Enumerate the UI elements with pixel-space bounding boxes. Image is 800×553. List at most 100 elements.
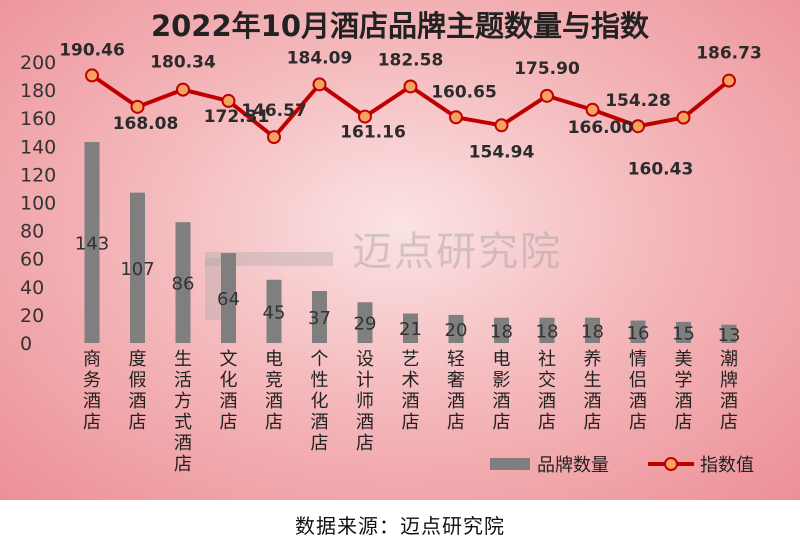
index-value-label: 161.16 (340, 123, 406, 143)
watermark-text: 迈点研究院 (352, 229, 562, 275)
bar (539, 317, 555, 343)
bars: 143 107 86 64 45 37 29 21 20 18 18 18 16 15 13 (75, 142, 741, 346)
category-label: 生活方式酒店 (174, 349, 192, 475)
bar (630, 320, 646, 343)
bar (312, 291, 327, 343)
category-label: 商务酒店 (83, 349, 101, 433)
source-note: 数据来源：迈点研究院 (295, 514, 505, 538)
category-label: 文化酒店 (220, 349, 238, 433)
index-point (403, 79, 418, 94)
category-label: 度假酒店 (129, 349, 147, 433)
bar-value-label: 37 (308, 308, 331, 329)
bar (676, 321, 691, 343)
legend: 品牌数量 指数值 (490, 455, 754, 476)
index-point (221, 93, 236, 108)
bar (175, 222, 191, 343)
bar-value-label: 15 (672, 323, 695, 344)
index-value-label: 160.43 (628, 160, 694, 180)
index-point (494, 118, 509, 133)
bar-value-label: 86 (172, 274, 195, 295)
bar-value-label: 64 (217, 289, 240, 310)
y-tick-label: 180 (20, 80, 56, 102)
bar-value-label: 29 (354, 314, 377, 335)
bar-value-label: 45 (263, 302, 286, 323)
category-label: 个性化酒店 (311, 349, 329, 454)
index-value-label: 180.34 (150, 53, 216, 73)
index-value-label: 166.00 (568, 118, 634, 138)
category-label: 电竞酒店 (265, 349, 283, 433)
legend-line-label: 指数值 (700, 455, 754, 476)
bar-value-label: 21 (399, 319, 422, 340)
index-point (676, 110, 691, 125)
bar (448, 314, 464, 343)
bar-value-label: 18 (581, 321, 604, 342)
watermark: 迈点研究院 (205, 229, 562, 320)
bar (721, 324, 737, 343)
chart: 2022年10月酒店品牌主题数量与指数 迈点研究院 0 20 40 60 80 100 12… (20, 9, 762, 476)
category-label: 社交酒店 (538, 349, 556, 433)
index-value-label: 160.65 (431, 82, 497, 102)
index-point (176, 82, 190, 97)
bar-value-label: 18 (490, 321, 513, 342)
index-point (358, 109, 372, 124)
chart-title: 2022年10月酒店品牌主题数量与指数 (151, 9, 650, 43)
bar (221, 253, 236, 343)
y-tick-label: 60 (20, 249, 44, 271)
bar (130, 192, 145, 343)
index-value-label: 186.73 (696, 44, 762, 64)
index-point (722, 73, 736, 88)
index-point (312, 77, 327, 92)
chart-panel: 2022年10月酒店品牌主题数量与指数 迈点研究院 0 20 40 60 80 100 12… (0, 0, 800, 500)
index-point (449, 110, 463, 125)
index-point (85, 68, 99, 83)
category-labels: 商务酒店 度假酒店 生活方式酒店 文化酒店 电竞酒店 个性化酒店 设计师酒店 艺术酒店 轻奢酒店… (83, 349, 738, 475)
y-tick-label: 0 (20, 333, 32, 355)
index-value-label: 146.57 (241, 101, 307, 121)
index-value-label: 172.31 (204, 107, 270, 127)
category-label: 轻奢酒店 (447, 349, 465, 433)
bar (585, 317, 600, 343)
y-tick-label: 20 (20, 305, 44, 327)
bar-value-label: 13 (718, 325, 741, 346)
index-point (585, 102, 600, 117)
bar (494, 317, 509, 343)
bar-value-label: 107 (120, 259, 154, 280)
y-tick-label: 100 (20, 193, 56, 215)
bar-value-label: 18 (536, 321, 559, 342)
bar (403, 313, 418, 343)
index-value-label: 168.08 (113, 114, 179, 134)
y-axis: 0 20 40 60 80 100 120 140 160 180 200 (20, 52, 56, 355)
category-label: 设计师酒店 (356, 349, 374, 454)
legend-line-marker (664, 457, 678, 471)
bar-value-label: 16 (627, 323, 650, 344)
index-value-label: 154.28 (605, 91, 671, 111)
y-tick-label: 40 (20, 277, 44, 299)
category-label: 美学酒店 (675, 349, 693, 433)
y-tick-label: 140 (20, 136, 56, 158)
index-value-label: 184.09 (287, 48, 353, 68)
index-point (267, 130, 281, 145)
index-value-label: 190.46 (59, 40, 125, 60)
y-tick-label: 200 (20, 52, 56, 74)
index-point (540, 88, 554, 103)
index-value-label: 154.94 (469, 142, 535, 162)
index-point (130, 99, 145, 114)
legend-bar-label: 品牌数量 (537, 455, 609, 476)
index-value-label: 182.58 (378, 50, 444, 70)
category-label: 潮牌酒店 (720, 349, 738, 433)
category-label: 情侣酒店 (629, 349, 647, 433)
bar (357, 302, 373, 343)
category-label: 电影酒店 (493, 349, 511, 433)
bar-value-label: 143 (75, 234, 109, 255)
bar (266, 279, 282, 343)
category-label: 养生酒店 (584, 349, 602, 433)
y-tick-label: 160 (20, 108, 56, 130)
y-tick-label: 80 (20, 221, 44, 243)
y-tick-label: 120 (20, 164, 56, 186)
index-value-label: 175.90 (514, 59, 580, 79)
legend-bar-swatch (490, 458, 530, 470)
index-point (631, 119, 645, 134)
category-label: 艺术酒店 (402, 349, 420, 433)
bar-value-label: 20 (445, 320, 468, 341)
